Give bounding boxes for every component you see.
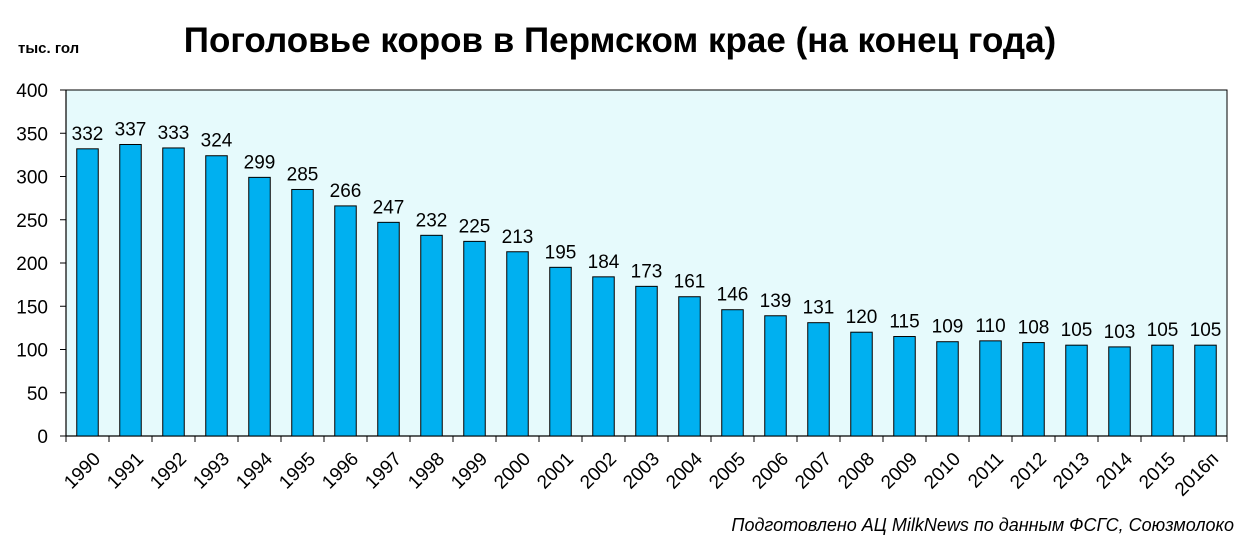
x-tick-label: 2014 [1092, 448, 1137, 493]
bar-value-label: 213 [502, 227, 534, 248]
x-tick-label: 1992 [146, 449, 191, 494]
x-tick-label: 2011 [964, 449, 1008, 493]
x-tick-label: 1998 [404, 449, 449, 494]
x-axis [65, 435, 1228, 442]
bar-value-label: 161 [674, 272, 706, 293]
y-tick-label: 300 [16, 168, 48, 189]
bar-value-label: 333 [158, 123, 190, 144]
bar-value-label: 120 [846, 307, 878, 328]
y-tick-label: 100 [16, 341, 48, 362]
bar-value-label: 110 [975, 316, 1005, 337]
bar [936, 341, 959, 437]
x-tick-label: 2005 [705, 449, 750, 494]
y-tick-label: 250 [16, 211, 48, 232]
y-tick-label: 0 [37, 427, 48, 448]
bar [1022, 342, 1045, 437]
bar-value-label: 225 [459, 216, 491, 237]
bar-value-label: 108 [1018, 318, 1050, 339]
bar [807, 322, 830, 437]
x-tick-label: 2007 [791, 449, 836, 494]
y-tick-label: 350 [16, 124, 48, 145]
bar [334, 205, 357, 437]
x-tick-label: 2013 [1049, 449, 1094, 494]
bar [205, 155, 228, 437]
bar [850, 331, 873, 437]
bar-value-label: 109 [932, 317, 964, 338]
bar-value-label: 105 [1190, 320, 1222, 341]
bar-value-label: 247 [373, 197, 405, 218]
y-tick-label: 400 [16, 81, 48, 102]
bar-value-label: 146 [717, 285, 749, 306]
x-tick-label: 1990 [60, 449, 105, 494]
x-tick-label: 2004 [662, 448, 707, 493]
x-tick-label: 2012 [1006, 449, 1051, 494]
bar [119, 143, 142, 437]
y-axis: 0 50 100 150 200 250 300 350 400 [16, 81, 67, 448]
bar-value-label: 266 [330, 181, 362, 202]
bar [76, 148, 99, 437]
x-tick-label: 1999 [447, 449, 492, 494]
data-labels: 332 337 333 324 299 285 266 247 232 225 213 195 184 1… [72, 119, 1222, 342]
bar [635, 285, 658, 437]
bar [893, 336, 916, 437]
x-tick-label: 1991 [103, 449, 148, 494]
y-axis-unit-label: тыс. гол [18, 40, 79, 57]
x-tick-label: 1996 [318, 449, 363, 494]
x-tick-label: 2010 [920, 449, 965, 494]
x-tick-label: 1997 [361, 449, 406, 494]
bar [248, 176, 271, 437]
source-note: Подготовлено АЦ MilkNews по данным ФСГС,… [731, 515, 1234, 535]
bar-value-label: 332 [72, 124, 104, 145]
bar-value-label: 131 [803, 298, 835, 319]
bar-value-label: 232 [416, 210, 448, 231]
bar [549, 266, 572, 437]
bar-value-label: 299 [244, 152, 276, 173]
bar [377, 221, 400, 437]
bar [1151, 344, 1174, 437]
x-tick-label: 2003 [619, 449, 664, 494]
bar-value-label: 285 [287, 164, 319, 185]
bar [506, 251, 529, 437]
bar-value-label: 337 [115, 119, 147, 140]
y-tick-label: 200 [16, 254, 48, 275]
bar-series [76, 143, 1217, 437]
bar [1194, 344, 1217, 437]
bar-value-label: 105 [1061, 320, 1093, 341]
bar-value-label: 103 [1104, 322, 1136, 343]
x-tick-label: 2002 [576, 449, 621, 494]
bar [979, 340, 1002, 437]
bar [592, 276, 615, 437]
bar [1108, 346, 1131, 437]
bar [291, 188, 314, 437]
x-tick-label: 1994 [232, 448, 277, 493]
bar [764, 315, 787, 437]
chart-title: Поголовье коров в Пермском крае (на коне… [184, 21, 1056, 60]
x-tick-label: 2008 [834, 449, 879, 494]
bar [678, 296, 701, 437]
bar-value-label: 173 [631, 261, 663, 282]
bar-value-label: 115 [889, 312, 919, 333]
bar-value-label: 195 [545, 242, 577, 263]
x-tick-label: 2009 [877, 449, 922, 494]
bar-value-label: 105 [1147, 320, 1179, 341]
bar-value-label: 324 [201, 131, 233, 152]
y-tick-label: 150 [16, 297, 48, 318]
x-tick-label: 1995 [275, 449, 320, 494]
x-tick-label: 1993 [189, 449, 234, 494]
x-tick-label: 2006 [748, 449, 793, 494]
y-tick-label: 50 [27, 384, 48, 405]
x-tick-label: 2001 [533, 449, 578, 494]
bar-value-label: 139 [760, 291, 792, 312]
x-tick-label: 2016п [1171, 449, 1223, 501]
bar [721, 309, 744, 437]
x-tick-labels: 1990199119921993199419951996199719981999… [60, 448, 1223, 500]
bar-value-label: 184 [588, 252, 620, 273]
x-tick-label: 2000 [490, 449, 535, 494]
bar [162, 147, 185, 437]
bar [463, 240, 486, 437]
bar [1065, 344, 1088, 437]
bar [420, 234, 443, 437]
